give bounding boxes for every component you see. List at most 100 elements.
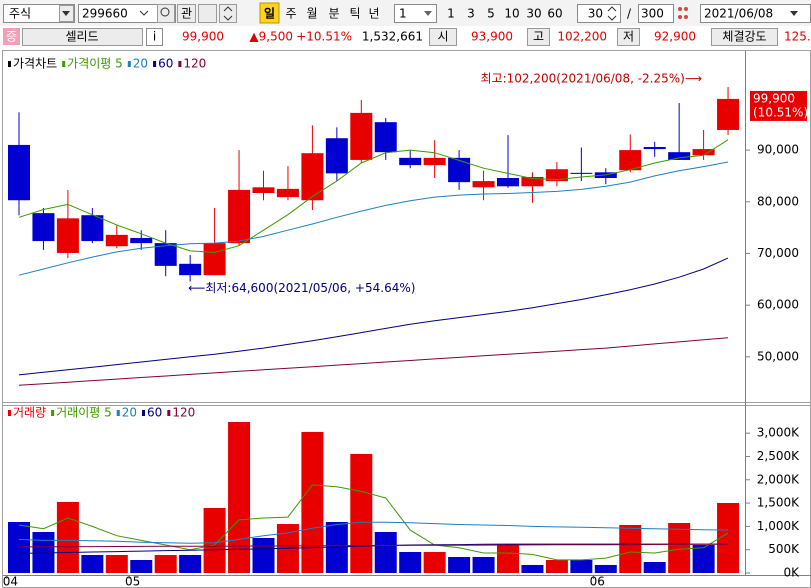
candle-body <box>81 215 104 242</box>
icon-dot <box>678 15 682 19</box>
separator: / <box>627 7 632 21</box>
settings-icon[interactable] <box>678 7 688 19</box>
intervals: 1 3 5 10 30 60 <box>447 7 562 21</box>
unit-arrow <box>424 11 432 16</box>
max-count-input[interactable] <box>638 4 674 23</box>
volume-bar <box>350 453 373 573</box>
market: 주식 <box>9 7 31 21</box>
count-spin[interactable] <box>607 6 617 21</box>
candle-body <box>668 152 691 160</box>
rate: +10.51% <box>296 30 352 44</box>
legend-label: 거래량 <box>13 406 46 420</box>
candle-body <box>301 153 324 201</box>
plot: 50,000 60,000 70,000 80,000 90,000 99,900(10.… <box>3 57 808 588</box>
candle-body <box>105 234 128 247</box>
high-label: 고 <box>533 30 544 44</box>
annotation: 최고:102,200(2021/06/08, -2.25%)⟶ <box>480 72 702 86</box>
legend-label: 60 <box>147 406 162 420</box>
legend-marker <box>62 61 66 67</box>
volume-bar <box>8 522 30 573</box>
stock-name: 셀리드 <box>65 30 98 44</box>
x-tick-label: 06 <box>590 575 605 588</box>
moving-average <box>18 139 729 253</box>
code: 299660 <box>82 7 128 21</box>
interval[interactable]: 60 <box>547 7 562 21</box>
period[interactable]: 일 <box>264 7 275 21</box>
period[interactable]: 주 <box>285 7 296 21</box>
spin-btn[interactable] <box>219 4 237 23</box>
high: 102,200 <box>557 30 607 44</box>
volume-bar <box>325 522 348 573</box>
candle-body <box>325 138 348 174</box>
y-tick-label: 1,500K <box>757 496 800 510</box>
volume-bar <box>423 551 446 573</box>
badge-box <box>3 28 20 45</box>
candle-body <box>423 157 446 166</box>
search-btn[interactable] <box>157 4 175 23</box>
strength-label-box <box>711 28 778 46</box>
volume-bar <box>252 537 275 573</box>
legend-marker <box>8 410 11 416</box>
low: 92,900 <box>654 30 696 44</box>
y-tick-label: 70,000 <box>757 246 799 260</box>
interval[interactable]: 10 <box>504 7 519 21</box>
interval[interactable]: 3 <box>467 7 475 21</box>
interval[interactable]: 5 <box>487 7 495 21</box>
legend-label: 120 <box>172 406 195 420</box>
open: 93,900 <box>471 30 513 44</box>
spin-icon <box>223 6 233 21</box>
candle-body <box>32 213 55 242</box>
volume-bar <box>545 559 568 573</box>
volume-bar <box>497 544 519 573</box>
interval[interactable]: 30 <box>526 7 541 21</box>
candle-body <box>619 150 642 171</box>
legend-marker <box>153 61 157 67</box>
moving-average <box>18 161 729 276</box>
y-tick-label: 80,000 <box>757 194 799 208</box>
legend-marker <box>127 61 131 67</box>
candle-body <box>545 169 568 182</box>
period[interactable]: 틱 <box>349 7 360 21</box>
volume-bar <box>521 564 544 573</box>
period[interactable]: 분 <box>328 7 339 21</box>
volume-bar <box>643 561 666 573</box>
candle-body <box>8 144 30 201</box>
y-tick-label: 2,000K <box>757 472 800 486</box>
y-tick-label: 3,000K <box>757 426 800 440</box>
legend-marker <box>51 410 55 416</box>
icon-dot <box>684 15 688 19</box>
change: ▲9,500 <box>249 30 293 44</box>
price-tag: 99,900 <box>753 91 795 105</box>
info-btn[interactable] <box>146 28 163 46</box>
chart-frame <box>2 50 811 588</box>
volume: 1,532,661 <box>362 30 423 44</box>
legend-label: 120 <box>183 57 206 71</box>
code-input[interactable] <box>78 4 176 23</box>
date: 2021/06/08 <box>704 7 773 21</box>
candle-body <box>350 112 373 160</box>
period-active[interactable] <box>259 2 280 24</box>
code-arrow <box>139 10 149 16</box>
high-label-box <box>527 28 550 46</box>
low-label: 저 <box>623 30 634 44</box>
watch: 관 <box>181 7 192 21</box>
moving-average <box>18 484 729 561</box>
volume-bar <box>448 557 471 573</box>
count: 30 <box>588 7 603 21</box>
watch-btn[interactable] <box>177 4 196 23</box>
legend-label: 20 <box>133 57 148 71</box>
period[interactable]: 월 <box>306 7 317 21</box>
candle-body <box>448 157 471 183</box>
strength-label: 체결강도 <box>722 30 766 44</box>
y-tick-label: 500K <box>768 542 800 556</box>
scroll-btn[interactable] <box>198 4 217 23</box>
quote-bar <box>0 26 811 48</box>
name-box[interactable] <box>22 28 143 46</box>
period[interactable]: 년 <box>368 7 379 21</box>
market-select[interactable] <box>3 4 75 23</box>
unit-select[interactable] <box>394 4 437 23</box>
candle-body <box>130 237 153 244</box>
interval[interactable]: 1 <box>447 7 455 21</box>
volume-bar <box>301 431 324 573</box>
